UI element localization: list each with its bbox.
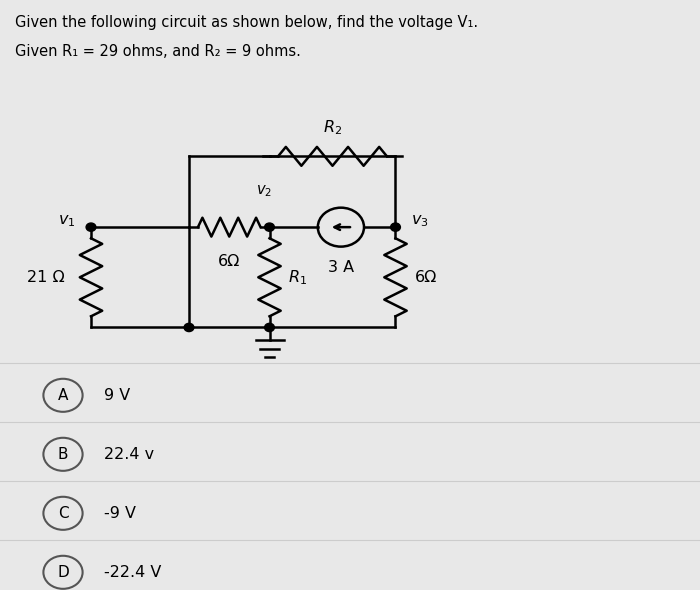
Text: 22.4 v: 22.4 v [104,447,154,462]
Text: 6Ω: 6Ω [415,270,438,285]
Circle shape [265,323,274,332]
Text: D: D [57,565,69,580]
Text: A: A [58,388,68,403]
Text: $v_2$: $v_2$ [256,183,272,199]
Circle shape [184,323,194,332]
Text: 3 A: 3 A [328,260,354,274]
Text: $R_1$: $R_1$ [288,268,307,287]
Text: 6Ω: 6Ω [218,254,240,268]
Text: Given the following circuit as shown below, find the voltage V₁.: Given the following circuit as shown bel… [15,15,479,30]
Text: B: B [57,447,69,462]
Text: C: C [57,506,69,521]
Text: -22.4 V: -22.4 V [104,565,161,580]
Circle shape [265,223,274,231]
Text: Given R₁ = 29 ohms, and R₂ = 9 ohms.: Given R₁ = 29 ohms, and R₂ = 9 ohms. [15,44,301,59]
Text: 9 V: 9 V [104,388,130,403]
Circle shape [391,223,400,231]
Text: 21 Ω: 21 Ω [27,270,64,285]
Text: $v_1$: $v_1$ [58,214,76,229]
Text: $v_3$: $v_3$ [411,214,428,229]
Text: $R_2$: $R_2$ [323,119,342,137]
Text: -9 V: -9 V [104,506,136,521]
Circle shape [86,223,96,231]
